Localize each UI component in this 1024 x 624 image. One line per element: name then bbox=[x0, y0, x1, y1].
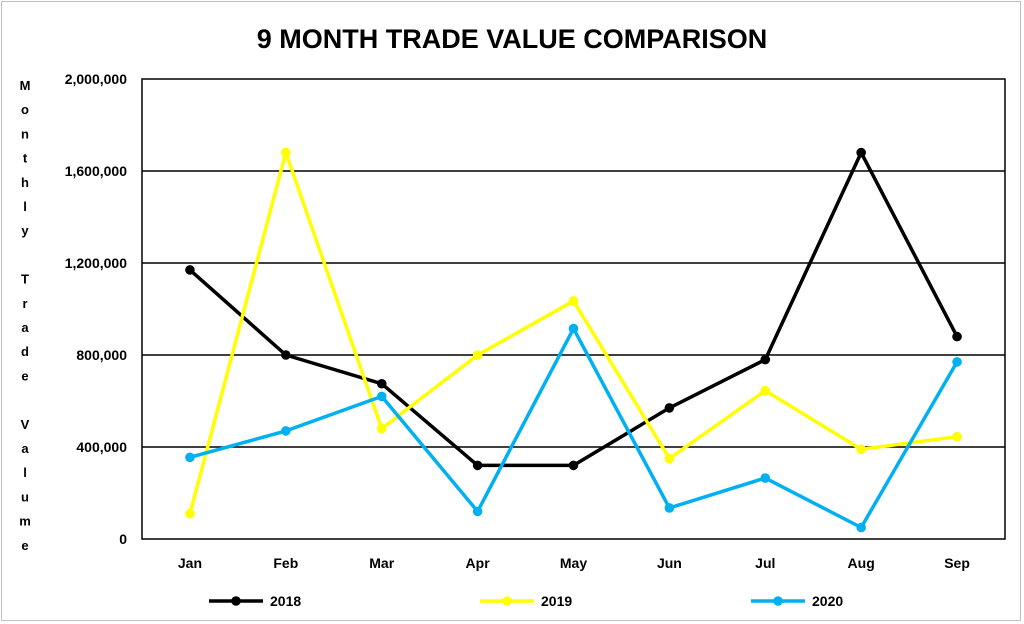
y-axis-label-letter: a bbox=[21, 441, 29, 456]
data-point-2019-Jul bbox=[760, 385, 771, 396]
x-tick-label: Mar bbox=[369, 555, 394, 571]
x-tick-label: Jan bbox=[178, 555, 202, 571]
y-axis-label-letter: r bbox=[22, 296, 27, 311]
x-tick-label: Aug bbox=[848, 555, 875, 571]
y-axis-label-letter: V bbox=[21, 417, 30, 432]
y-axis-label-letter: o bbox=[21, 102, 29, 117]
y-tick-label: 1,600,000 bbox=[65, 163, 127, 179]
data-point-2019-Feb bbox=[281, 147, 291, 158]
data-point-2020-Mar bbox=[376, 391, 387, 402]
data-point-2019-Mar bbox=[376, 423, 387, 434]
legend: 2018 2019 2020 bbox=[209, 593, 843, 609]
data-point-2019-Jan bbox=[185, 508, 195, 519]
data-point-2019-Jun bbox=[664, 453, 675, 464]
y-axis-label-letter: h bbox=[21, 175, 29, 190]
x-tick-label: Jun bbox=[657, 555, 682, 571]
y-tick-label: 800,000 bbox=[76, 347, 127, 363]
data-point-2018-Feb bbox=[281, 350, 291, 360]
y-axis-label-letter: e bbox=[21, 538, 28, 553]
data-point-2018-Mar bbox=[376, 378, 387, 389]
data-point-2020-Apr bbox=[472, 506, 483, 517]
y-tick-label: 400,000 bbox=[76, 439, 127, 455]
y-axis-label-letter: l bbox=[23, 465, 27, 480]
legend-label-2020: 2020 bbox=[812, 593, 843, 609]
data-point-2019-Aug bbox=[856, 444, 866, 455]
y-axis-label-letter: M bbox=[20, 78, 31, 93]
data-point-2020-May bbox=[568, 323, 579, 334]
data-point-2018-Jun bbox=[664, 403, 675, 413]
legend-marker-2020 bbox=[773, 596, 783, 606]
data-point-2020-Sep bbox=[952, 357, 962, 367]
data-point-2020-Jun bbox=[664, 503, 675, 513]
legend-marker-2018 bbox=[231, 596, 241, 606]
y-axis-label-letter: T bbox=[21, 272, 29, 287]
x-tick-label: Apr bbox=[466, 555, 491, 571]
x-tick-label: Feb bbox=[273, 555, 298, 571]
x-tick-label: Sep bbox=[944, 555, 970, 571]
y-axis-label-letter: a bbox=[21, 320, 29, 335]
data-point-2018-Aug bbox=[856, 147, 866, 158]
data-point-2020-Aug bbox=[856, 522, 866, 533]
series-line-2018 bbox=[188, 150, 959, 468]
y-axis-label-letter: e bbox=[21, 368, 28, 383]
series-lines bbox=[185, 147, 962, 533]
data-point-2020-Feb bbox=[281, 426, 291, 436]
data-point-2019-Sep bbox=[952, 431, 962, 442]
data-point-2018-Sep bbox=[952, 331, 962, 342]
y-tick-label: 0 bbox=[119, 531, 127, 547]
y-axis-label-letter: t bbox=[23, 151, 28, 166]
data-point-2018-Apr bbox=[472, 460, 483, 471]
x-tick-label: Jul bbox=[755, 555, 775, 571]
y-axis-label-letter: y bbox=[21, 223, 29, 238]
data-point-2018-May bbox=[568, 460, 579, 471]
y-axis-label-letter: m bbox=[19, 514, 31, 529]
y-tick-label: 1,200,000 bbox=[65, 255, 127, 271]
y-axis-label-letter: d bbox=[21, 344, 29, 359]
data-point-2019-Apr bbox=[472, 350, 483, 360]
plot-area-border bbox=[141, 78, 1006, 540]
x-axis-ticks: Jan Feb Mar Apr May Jun Jul Aug Sep bbox=[178, 555, 970, 571]
chart-title: 9 MONTH TRADE VALUE COMPARISON bbox=[257, 24, 768, 54]
y-axis-label-letter: u bbox=[21, 489, 29, 504]
data-point-2019-May bbox=[568, 296, 579, 306]
legend-marker-2019 bbox=[502, 596, 512, 606]
series-line-2020 bbox=[189, 326, 959, 530]
y-tick-label: 2,000,000 bbox=[65, 71, 127, 87]
legend-label-2018: 2018 bbox=[270, 593, 301, 609]
y-axis-label-letter: n bbox=[21, 126, 29, 141]
data-point-2020-Jul bbox=[760, 473, 771, 483]
data-point-2020-Jan bbox=[185, 452, 195, 463]
x-tick-label: May bbox=[560, 555, 587, 571]
y-axis-ticks: 0 400,000 800,000 1,200,000 1,600,000 2,000,0… bbox=[65, 71, 128, 547]
data-point-2018-Jan bbox=[185, 265, 195, 275]
y-axis-label-letter: l bbox=[23, 199, 27, 214]
legend-label-2019: 2019 bbox=[541, 593, 572, 609]
data-point-2018-Jul bbox=[760, 354, 771, 365]
